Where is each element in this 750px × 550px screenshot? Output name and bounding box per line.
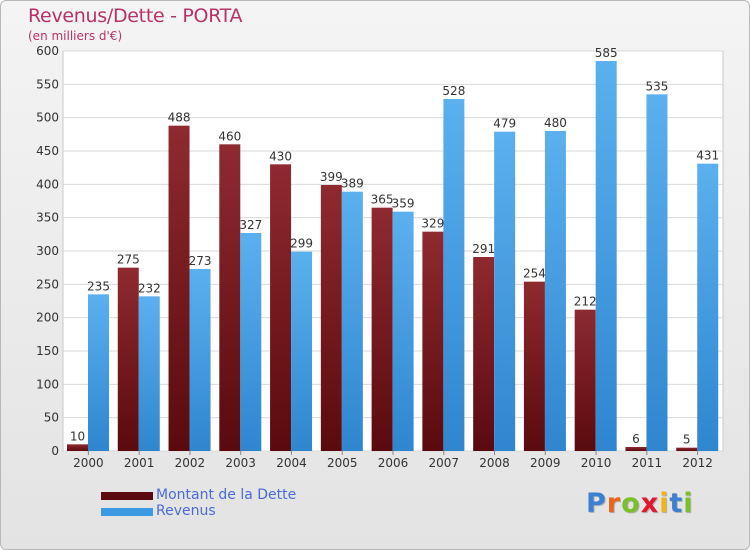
data-label-revenue: 528 — [442, 84, 465, 98]
bar-revenue — [138, 296, 160, 451]
data-label-revenue: 299 — [290, 237, 313, 251]
bar-revenue — [189, 269, 211, 451]
bar-debt — [625, 447, 647, 451]
bar-debt — [371, 207, 393, 451]
x-tick-label: 2010 — [581, 456, 612, 470]
bar-revenue — [544, 131, 566, 451]
data-label-debt: 291 — [472, 242, 495, 256]
data-label-debt: 399 — [320, 170, 343, 184]
data-label-debt: 460 — [218, 129, 241, 143]
data-label-debt: 488 — [168, 111, 191, 125]
x-tick-label: 2008 — [479, 456, 510, 470]
y-tick-label: 50 — [44, 411, 59, 425]
y-tick-label: 600 — [36, 44, 59, 58]
bar-revenue — [595, 61, 617, 451]
y-tick-label: 150 — [36, 344, 59, 358]
bar-revenue — [291, 251, 313, 451]
data-label-revenue: 327 — [239, 218, 262, 232]
logo-letter: o — [621, 488, 641, 519]
x-tick-label: 2003 — [225, 456, 256, 470]
bar-revenue — [392, 211, 414, 451]
x-tick-label: 2012 — [682, 456, 713, 470]
bar-debt — [320, 185, 342, 451]
data-label-debt: 254 — [523, 267, 546, 281]
data-label-revenue: 273 — [189, 254, 212, 268]
data-label-debt: 365 — [371, 193, 394, 207]
bar-debt — [67, 444, 88, 451]
proxiti-logo: Proxiti — [586, 488, 694, 519]
data-label-debt: 212 — [574, 295, 597, 309]
bar-debt — [422, 231, 444, 451]
y-tick-label: 200 — [36, 311, 59, 325]
bar-revenue — [240, 233, 262, 451]
legend-swatch-debt — [101, 492, 153, 500]
data-label-debt: 329 — [421, 217, 444, 231]
x-tick-label: 2007 — [428, 456, 459, 470]
logo-letter: i — [683, 488, 694, 519]
chart-subtitle: (en milliers d'€) — [28, 29, 123, 43]
data-label-revenue: 535 — [646, 79, 669, 93]
bar-revenue — [697, 163, 719, 451]
data-label-debt: 10 — [70, 429, 85, 443]
bar-debt — [676, 447, 698, 451]
bar-revenue — [443, 99, 465, 451]
data-label-revenue: 232 — [138, 281, 161, 295]
bar-debt — [523, 281, 545, 451]
bar-debt — [574, 309, 596, 451]
legend-label-debt: Montant de la Dette — [156, 487, 297, 503]
logo-letter: t — [669, 488, 684, 519]
bar-revenue — [646, 94, 668, 451]
bar-debt — [473, 257, 495, 451]
y-tick-label: 300 — [36, 244, 59, 258]
logo-letter: P — [586, 488, 607, 519]
bar-debt — [219, 144, 241, 452]
data-label-debt: 6 — [632, 432, 640, 446]
x-tick-label: 2005 — [327, 456, 358, 470]
x-tick-label: 2009 — [530, 456, 561, 470]
logo-letter: r — [606, 488, 622, 519]
y-tick-label: 350 — [36, 211, 59, 225]
bar-debt — [168, 125, 190, 452]
data-label-revenue: 235 — [87, 279, 110, 293]
data-label-revenue: 480 — [544, 116, 567, 130]
data-label-revenue: 431 — [696, 149, 719, 163]
logo-letter: x — [640, 488, 660, 519]
x-tick-label: 2001 — [124, 456, 155, 470]
data-label-debt: 430 — [269, 149, 292, 163]
logo-letter: i — [659, 488, 670, 519]
y-tick-label: 250 — [36, 277, 59, 291]
bar-debt — [270, 164, 292, 452]
y-tick-label: 450 — [36, 144, 59, 158]
chart-title: Revenus/Dette - PORTA — [28, 5, 243, 27]
x-tick-label: 2006 — [378, 456, 409, 470]
data-label-revenue: 389 — [341, 177, 364, 191]
x-tick-label: 2002 — [175, 456, 206, 470]
data-label-revenue: 479 — [493, 117, 516, 131]
x-tick-label: 2000 — [73, 456, 104, 470]
data-label-revenue: 585 — [595, 46, 618, 60]
data-label-debt: 5 — [683, 433, 691, 447]
y-tick-label: 500 — [36, 111, 59, 125]
y-tick-label: 400 — [36, 177, 59, 191]
x-tick-label: 2011 — [632, 456, 663, 470]
bar-debt — [117, 267, 139, 451]
legend-label-revenue: Revenus — [156, 503, 216, 519]
legend-swatch-revenue — [101, 508, 153, 516]
data-label-debt: 275 — [117, 253, 140, 267]
bar-revenue — [88, 294, 109, 451]
bar-revenue — [494, 131, 516, 451]
y-tick-label: 100 — [36, 377, 59, 391]
y-tick-label: 0 — [51, 444, 59, 458]
y-tick-label: 550 — [36, 77, 59, 91]
data-label-revenue: 359 — [392, 197, 415, 211]
x-tick-label: 2004 — [276, 456, 307, 470]
bar-revenue — [341, 191, 363, 451]
